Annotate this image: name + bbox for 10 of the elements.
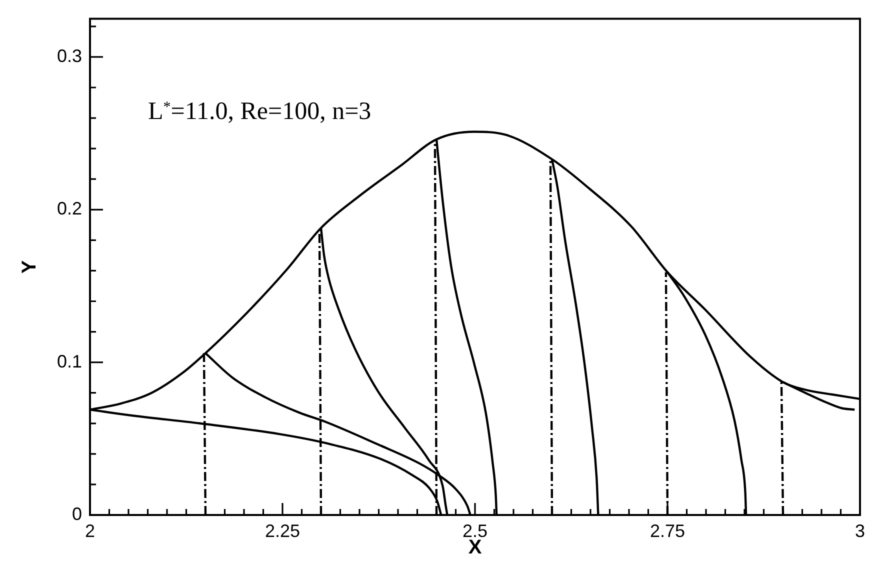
annotation: L$^{*}$=11.0, Re=100, n=3 (148, 98, 372, 125)
y-tick-label: 0.2 (56, 198, 82, 219)
x-tick-label: 2 (84, 520, 96, 541)
y-axis-title: Y (18, 260, 41, 274)
y-tick-label: 0 (72, 504, 82, 524)
y-tick-label: 0.1 (56, 351, 82, 372)
x-tick-label: 2.25 (264, 520, 300, 541)
x-tick-label: 3 (854, 520, 865, 541)
y-tick-label: 0.3 (56, 46, 82, 66)
x-tick-label: 2.75 (650, 520, 686, 541)
